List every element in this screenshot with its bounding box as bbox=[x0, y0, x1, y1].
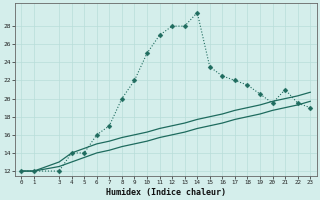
X-axis label: Humidex (Indice chaleur): Humidex (Indice chaleur) bbox=[106, 188, 226, 197]
